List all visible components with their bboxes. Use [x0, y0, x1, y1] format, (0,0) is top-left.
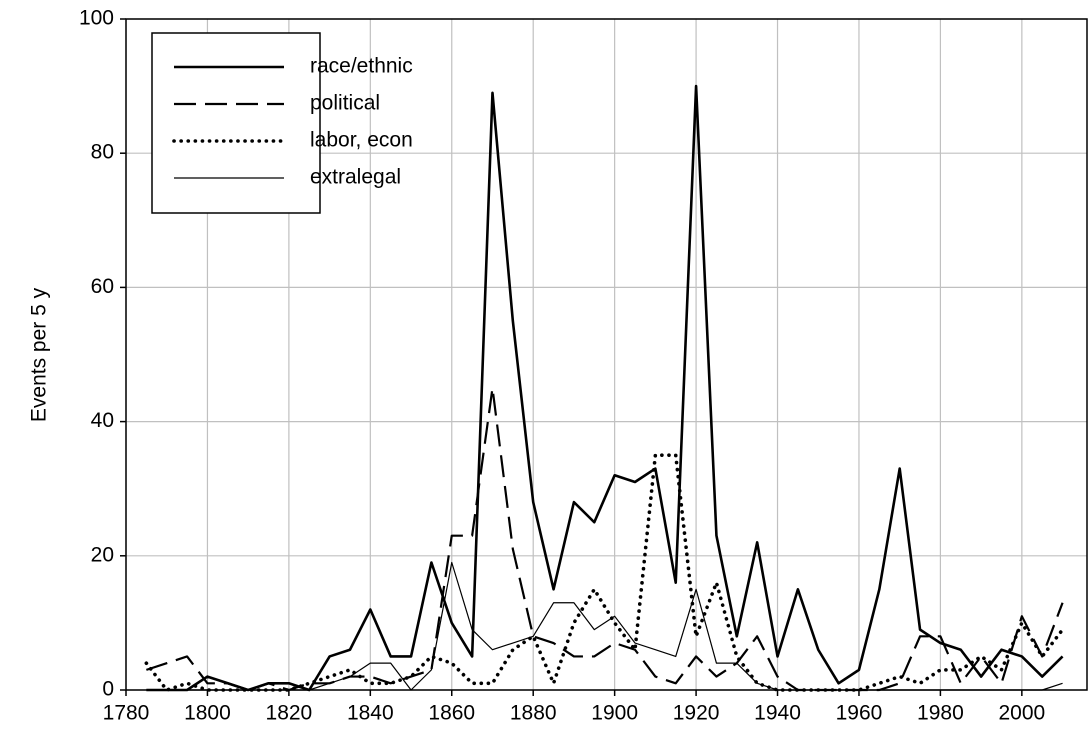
x-tick-label: 1940	[754, 702, 801, 725]
y-axis-label: Events per 5 y	[28, 287, 51, 422]
x-tick-label: 2000	[998, 702, 1045, 725]
series-line	[144, 453, 1065, 692]
y-tick-label: 0	[102, 678, 114, 701]
x-tick-label: 1900	[591, 702, 638, 725]
y-tick-label: 20	[91, 543, 114, 566]
x-tick-label: 1780	[103, 702, 150, 725]
x-tick-label: 1880	[510, 702, 557, 725]
series-line	[146, 561, 1063, 691]
legend-label: labor, econ	[310, 129, 413, 152]
y-tick-label: 80	[91, 141, 114, 164]
legend-box	[151, 32, 321, 214]
x-tick-label: 1800	[184, 702, 231, 725]
series-line	[146, 386, 1064, 692]
legend-label: political	[310, 92, 380, 115]
x-tick-label: 1860	[428, 702, 475, 725]
legend-label: extralegal	[310, 166, 401, 189]
x-tick-label: 1820	[266, 702, 313, 725]
y-tick-label: 100	[79, 7, 114, 30]
x-tick-label: 1960	[836, 702, 883, 725]
plot-frame	[125, 18, 1088, 691]
y-tick-label: 40	[91, 409, 114, 432]
x-tick-label: 1980	[917, 702, 964, 725]
x-tick-label: 1840	[347, 702, 394, 725]
x-tick-label: 1920	[673, 702, 720, 725]
y-tick-label: 60	[91, 275, 114, 298]
legend-label: race/ethnic	[310, 55, 413, 78]
